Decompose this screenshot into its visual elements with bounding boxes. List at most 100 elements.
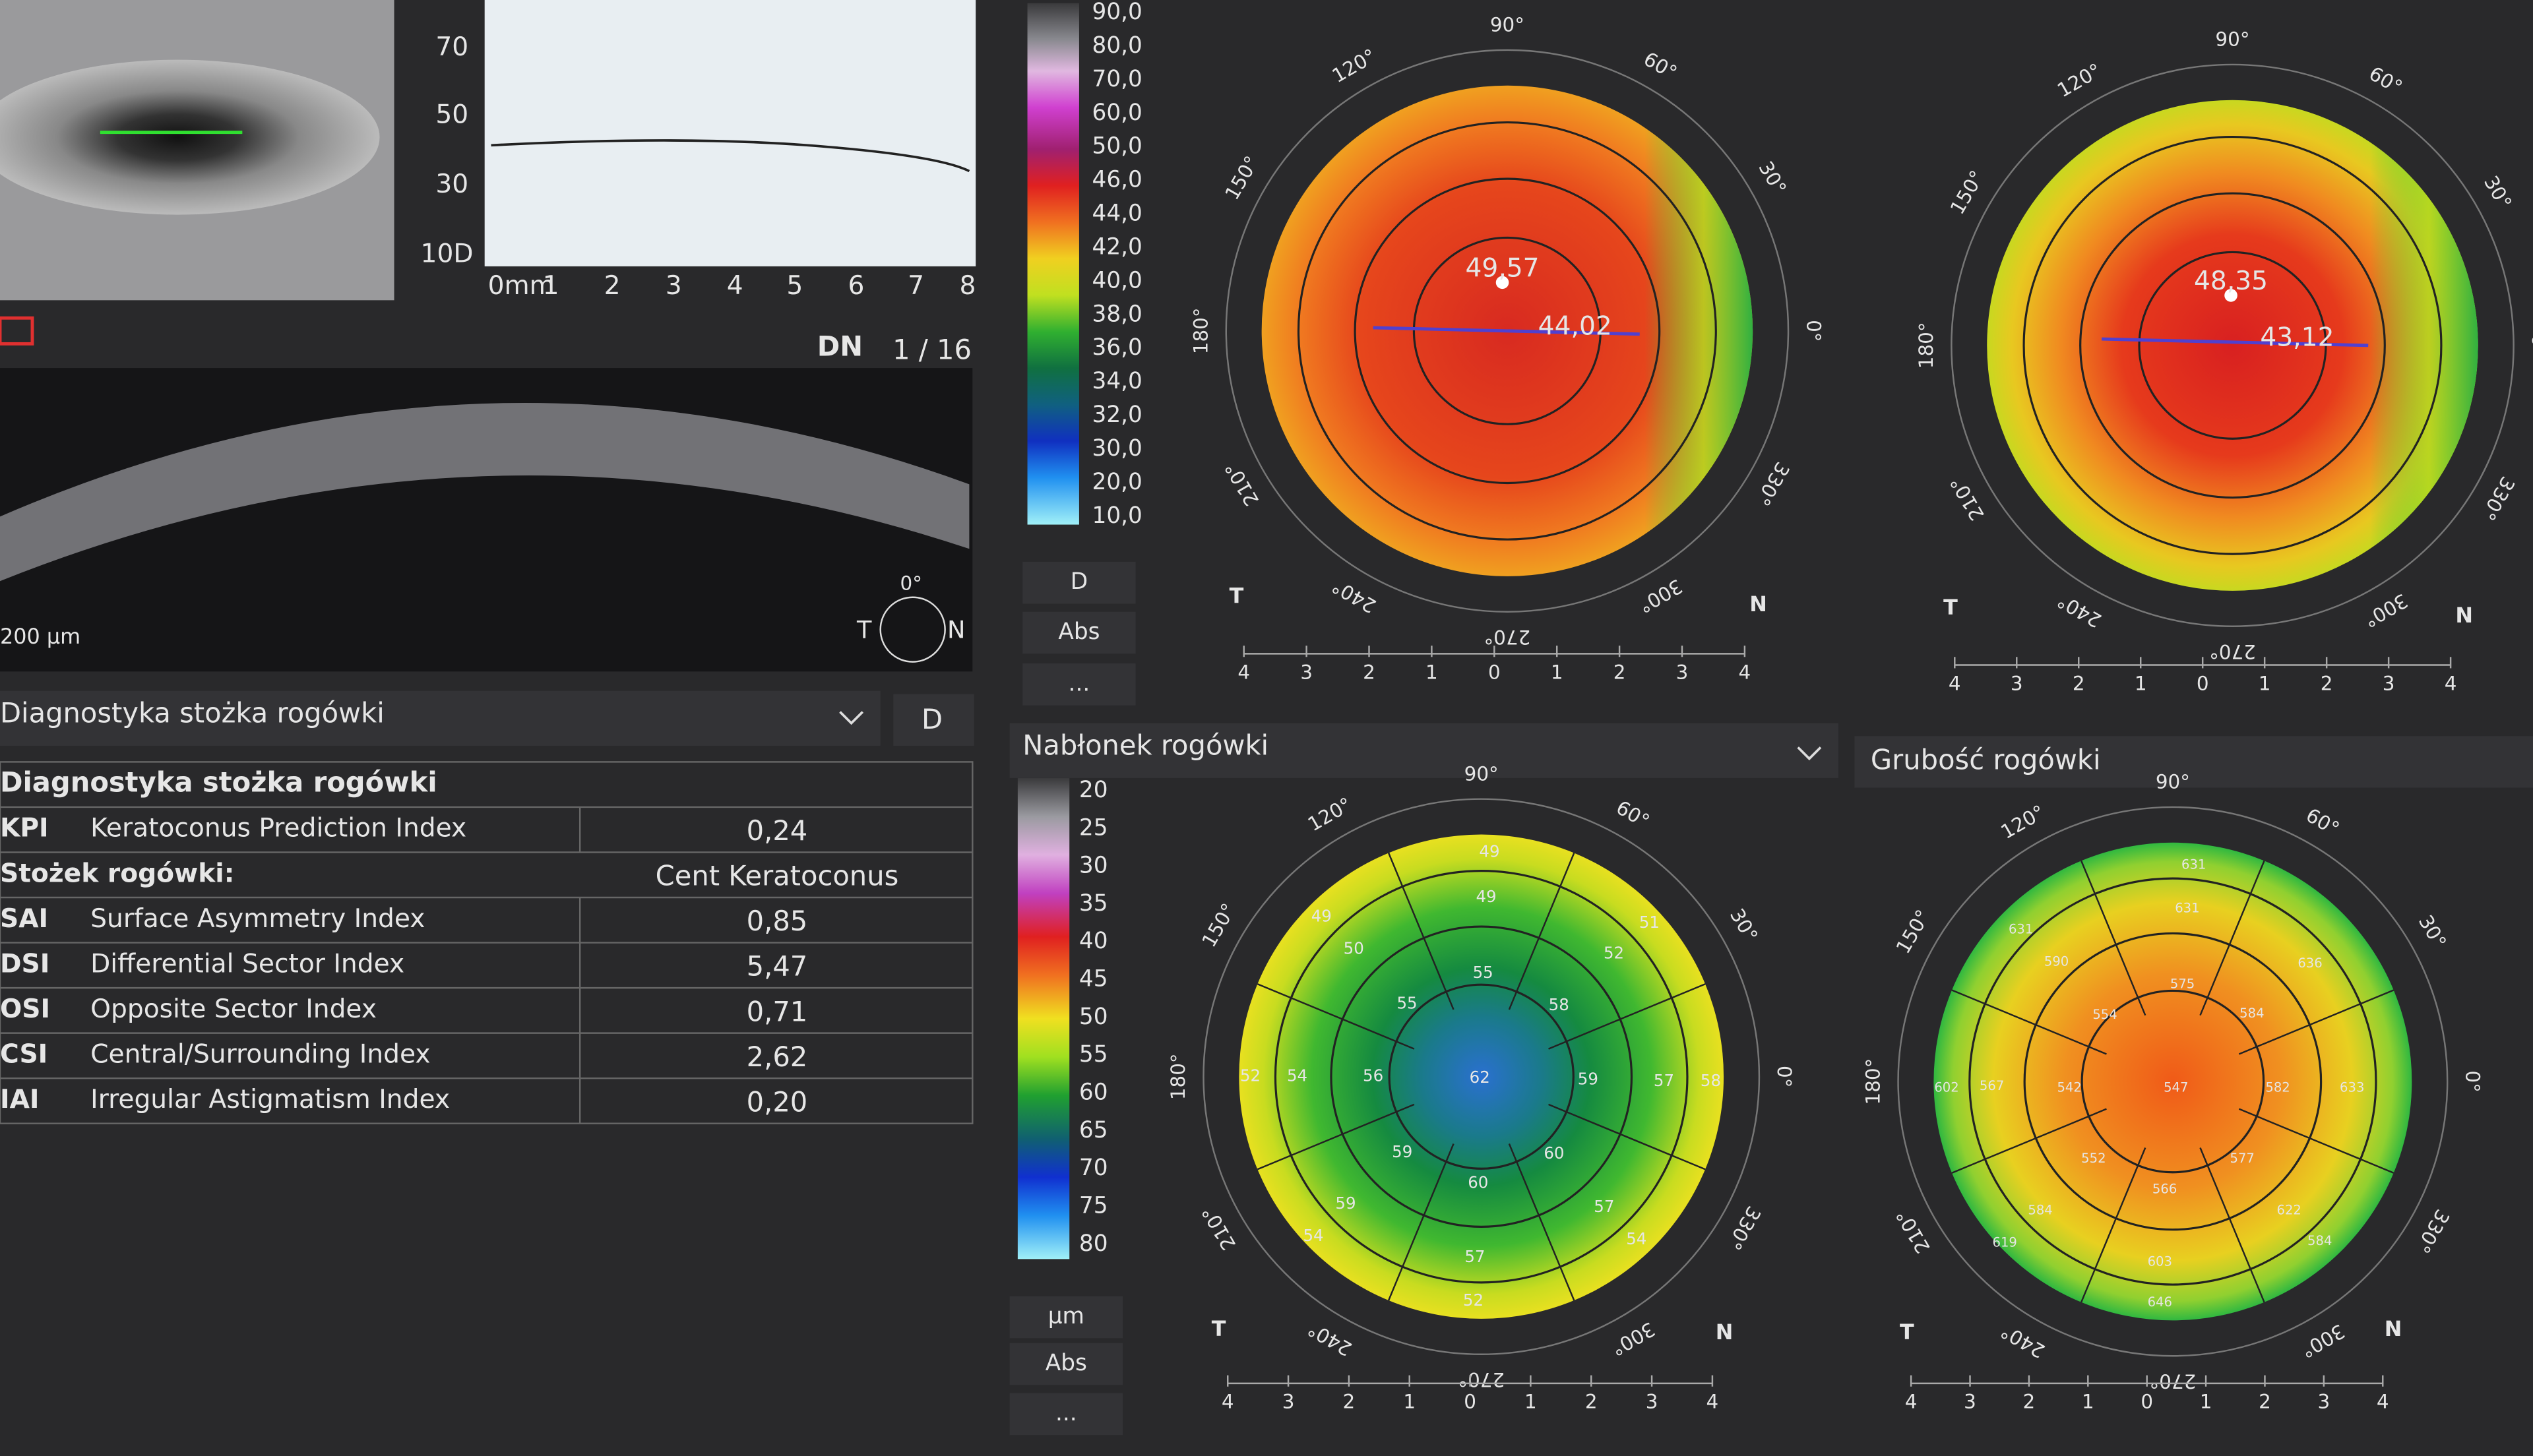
- angle-label: 150°: [1220, 152, 1263, 204]
- dropdown[interactable]: [0, 690, 881, 746]
- color-bar: [1017, 777, 1070, 1259]
- angle-label: 180°: [1861, 1058, 1884, 1105]
- apex-marker: [1495, 276, 1509, 289]
- sector-value: 552: [2081, 1151, 2106, 1166]
- sector-value: 55: [1396, 994, 1417, 1013]
- scale-tick-label: 4: [2445, 672, 2457, 694]
- apex-value: 48,35: [2194, 266, 2268, 296]
- sector-line: [1548, 983, 1706, 1050]
- ring: [1388, 983, 1575, 1170]
- angle-label: 30°: [1726, 905, 1762, 946]
- side-label: T: [1900, 1320, 1914, 1345]
- x-label: 1: [543, 271, 559, 301]
- scale-tick-label: 1: [2200, 1391, 2212, 1413]
- sector-value: 54: [1303, 1226, 1323, 1245]
- button[interactable]: [1009, 1393, 1123, 1436]
- button[interactable]: [1022, 561, 1136, 604]
- button[interactable]: [1009, 1296, 1123, 1339]
- scale-label: 32,0: [1092, 402, 1142, 428]
- angle-label: 180°: [1915, 322, 1937, 369]
- diagnosis: Cent Keratoconus: [656, 860, 899, 892]
- sector-value: 582: [2265, 1079, 2290, 1095]
- sector-line: [1951, 1108, 2107, 1174]
- scale-label: 70: [1079, 1155, 1108, 1181]
- panel-header[interactable]: [1854, 736, 2533, 788]
- chevron: [839, 711, 864, 725]
- scale-label: 65: [1079, 1117, 1108, 1143]
- x-label: 7: [908, 271, 924, 301]
- button[interactable]: [1022, 663, 1136, 706]
- scale-label: 50: [1079, 1004, 1108, 1030]
- sector-line: [2080, 860, 2146, 1016]
- side-label: T: [1943, 595, 1958, 620]
- scale-tick-label: 2: [2073, 672, 2085, 694]
- sector-value: 49: [1311, 906, 1332, 925]
- angle-label: 150°: [1197, 899, 1240, 951]
- scale-tick-label: 4: [1706, 1391, 1719, 1413]
- outer-ring: [1225, 49, 1790, 613]
- scale-label: 90,0: [1092, 0, 1142, 25]
- graph-plot: [484, 0, 976, 266]
- dropdown-label: Diagnostyka stożka rogówki: [0, 696, 385, 729]
- sector-value: 50: [1344, 938, 1364, 957]
- sector-value: 577: [2230, 1151, 2254, 1166]
- side-label: T: [1212, 1316, 1226, 1341]
- sector-value: 633: [2340, 1079, 2364, 1095]
- angle-label: 90°: [2215, 28, 2249, 51]
- scale-label: 36,0: [1092, 334, 1142, 361]
- scale-tick-label: 3: [2383, 672, 2395, 694]
- angle-label: 90°: [2156, 771, 2190, 793]
- scale-tick-label: 3: [2318, 1391, 2330, 1413]
- side-label: N: [2385, 1316, 2402, 1341]
- button[interactable]: [893, 694, 974, 746]
- scale-tick-label: 2: [1343, 1391, 1356, 1413]
- angle-label: 180°: [1167, 1053, 1189, 1100]
- index-name: Irregular Astigmatism Index: [90, 1085, 450, 1114]
- angle-label: 270°: [1484, 626, 1531, 648]
- panel-header[interactable]: [1009, 723, 1838, 778]
- angle-label: 210°: [1892, 1205, 1935, 1257]
- outer-ring: [1203, 798, 1761, 1356]
- button-label: µm: [1048, 1303, 1084, 1329]
- sector-value: 57: [1464, 1247, 1485, 1266]
- index-value: 0,85: [747, 905, 808, 937]
- apex-value: 49,57: [1465, 253, 1539, 283]
- sector-line: [2238, 989, 2394, 1055]
- panel-title: Grubość rogówki: [1871, 743, 2101, 775]
- button[interactable]: [1009, 1343, 1123, 1385]
- scale-label: 34,0: [1092, 368, 1142, 394]
- color-bar: [1027, 3, 1079, 525]
- scan-direction: DN: [817, 330, 863, 363]
- button[interactable]: [1022, 611, 1136, 654]
- scale-label: 55: [1079, 1041, 1108, 1068]
- index-name: Keratoconus Prediction Index: [90, 814, 466, 843]
- angle-label: 60°: [2365, 62, 2406, 98]
- ring: [1274, 870, 1689, 1284]
- scale-tick-label: 2: [2259, 1391, 2271, 1413]
- scale-label: 30,0: [1092, 435, 1142, 462]
- angle-label: 240°: [1304, 1318, 1356, 1360]
- sector-value: 54: [1287, 1066, 1307, 1085]
- ring: [2022, 135, 2443, 555]
- angle-label: 330°: [1751, 458, 1794, 510]
- sector-value: 51: [1639, 913, 1660, 932]
- sector-value: 547: [2164, 1079, 2188, 1095]
- angle-label: 30°: [2480, 172, 2516, 213]
- side-label: N: [1749, 592, 1767, 617]
- sector-value: 631: [2009, 921, 2033, 936]
- sector-value: 542: [2057, 1079, 2081, 1095]
- ring: [1412, 236, 1602, 425]
- scale-label: 38,0: [1092, 301, 1142, 327]
- scale-tick-label: 3: [1300, 661, 1313, 683]
- ring: [2080, 989, 2265, 1174]
- x-label: 8: [959, 271, 976, 301]
- sector-value: 56: [1363, 1066, 1383, 1085]
- scale-tick-label: 3: [1282, 1391, 1295, 1413]
- scale-tick-label: 4: [1237, 661, 1250, 683]
- sector-value: 584: [2239, 1006, 2264, 1021]
- angle-label: 120°: [1329, 44, 1380, 87]
- angle-label: 30°: [2414, 911, 2451, 952]
- scale-tick-label: 4: [1905, 1391, 1918, 1413]
- scale-tick-label: 3: [1964, 1391, 1976, 1413]
- ring: [1330, 925, 1633, 1228]
